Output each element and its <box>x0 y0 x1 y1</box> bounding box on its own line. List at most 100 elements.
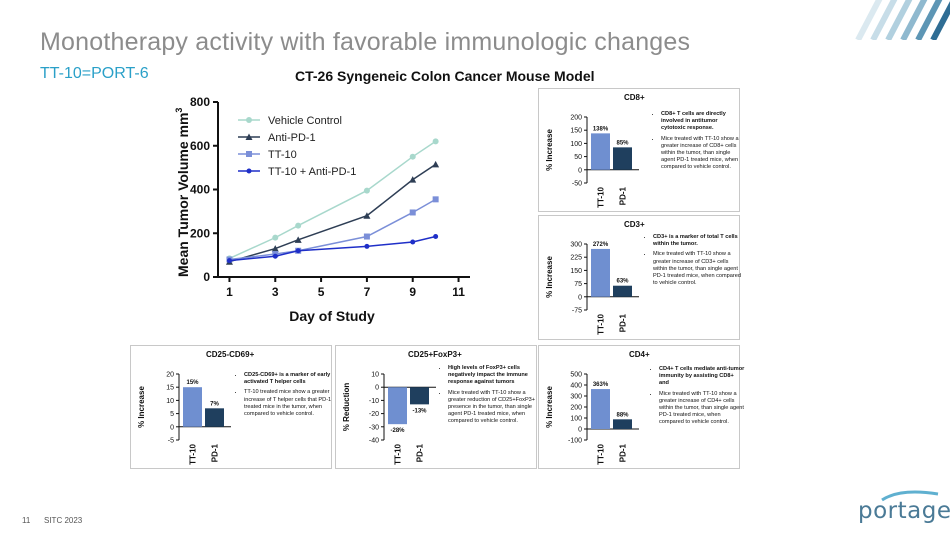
panel-title: CD3+ <box>624 220 645 229</box>
panel-title: CD4+ <box>629 350 650 359</box>
bar-tt-10 <box>591 248 610 297</box>
y-tick-label: 225 <box>570 255 582 262</box>
data-point <box>363 187 370 194</box>
data-point <box>432 138 439 145</box>
y-tick-label: 15 <box>166 385 174 392</box>
conference-label: SITC 2023 <box>44 516 83 525</box>
x-tick-label: TT-10 <box>597 313 606 334</box>
legend-label: TT-10 <box>268 149 297 161</box>
bar-pd-1 <box>613 285 632 297</box>
panel-title: CD25-CD69+ <box>206 350 255 359</box>
x-axis-label: Day of Study <box>289 308 375 324</box>
portage-logo: portage <box>858 498 950 524</box>
bar-pd-1 <box>613 147 632 170</box>
panel-title: CD25+FoxP3+ <box>408 350 462 359</box>
y-tick-label: -30 <box>369 424 379 431</box>
y-tick-label: 100 <box>570 416 582 423</box>
cd3-bar-chart: -75 0 75 150 225 300 272% TT-10 63% PD-1 % Increas… <box>545 242 639 335</box>
legend-label: Vehicle Control <box>268 115 342 127</box>
x-tick-label: 5 <box>318 285 325 299</box>
x-tick-label: 3 <box>272 285 279 299</box>
data-point <box>409 209 416 216</box>
y-tick-label: 400 <box>570 383 582 390</box>
cd8-bar-chart: -50 0 50 100 150 200 138% TT-10 85% PD-1 % Increas… <box>545 115 639 208</box>
y-axis-label: % Increase <box>545 129 554 171</box>
x-tick-label: PD-1 <box>211 443 220 462</box>
x-tick-label: TT-10 <box>394 443 403 464</box>
y-tick-label: -10 <box>369 398 379 405</box>
data-point <box>245 133 253 140</box>
series-line <box>229 198 437 261</box>
bar-pd-1 <box>410 387 429 405</box>
cd3-notes: CD3+ is a marker of total T cells within… <box>643 234 743 290</box>
note-item: CD25-CD69+ is a marker of early activate… <box>244 372 334 386</box>
foxp3-notes: High levels of FoxP3+ cells negatively i… <box>438 365 544 429</box>
series-line <box>229 235 436 262</box>
y-tick-label: 200 <box>570 115 582 122</box>
y-tick-label: -100 <box>568 438 582 445</box>
data-point <box>410 239 416 245</box>
cd3-panel: CD3+ -75 0 75 150 225 300 272% TT-10 63% PD-1 % In… <box>538 215 743 340</box>
note-item: High levels of FoxP3+ cells negatively i… <box>448 365 544 387</box>
cd25cd69-notes: CD25-CD69+ is a marker of early activate… <box>234 372 334 421</box>
y-tick-label: 500 <box>570 372 582 379</box>
y-tick-label: 150 <box>570 268 582 275</box>
data-label: 7% <box>210 401 219 407</box>
data-point <box>271 245 279 252</box>
data-point <box>432 160 440 168</box>
data-point <box>272 234 279 241</box>
y-tick-label: 10 <box>371 372 379 379</box>
data-point <box>409 153 416 160</box>
note-item: Mice treated with TT-10 show a greater i… <box>659 391 745 427</box>
y-tick-label: -5 <box>168 438 174 445</box>
data-label: 85% <box>616 140 629 146</box>
cd8-notes: CD8+ T cells are directly involved in an… <box>651 111 743 175</box>
data-point <box>363 233 370 240</box>
note-item: Mice treated with TT-10 show a greater i… <box>661 136 743 172</box>
data-label: 15% <box>186 380 199 386</box>
y-axis-label: % Increase <box>545 256 554 298</box>
y-tick-label: 300 <box>570 242 582 249</box>
bar-tt-10 <box>388 387 407 425</box>
y-tick-label: 0 <box>578 427 582 434</box>
y-tick-label: -20 <box>369 411 379 418</box>
x-tick-label: PD-1 <box>619 313 628 332</box>
cd25cd69-panel: CD25-CD69+ -5 0 5 10 15 20 15% TT-10 7% PD-1 % Inc… <box>130 345 332 469</box>
x-tick-label: TT-10 <box>597 186 606 207</box>
x-tick-label: 9 <box>409 285 416 299</box>
logo-wave-icon <box>881 490 939 502</box>
y-tick-label: 0 <box>203 270 210 284</box>
y-tick-label: 0 <box>170 424 174 431</box>
data-point <box>246 168 252 174</box>
y-axis-label: % Increase <box>545 386 554 428</box>
data-point <box>433 234 439 240</box>
main-chart-title: CT-26 Syngeneic Colon Cancer Mouse Model <box>295 68 595 84</box>
data-point <box>295 248 301 254</box>
data-label: 138% <box>593 126 609 132</box>
y-tick-label: 100 <box>570 141 582 148</box>
y-tick-label: 5 <box>170 411 174 418</box>
data-label: 88% <box>616 412 629 418</box>
data-point <box>226 258 232 264</box>
data-label: 272% <box>593 242 609 248</box>
tumor-volume-line-chart: Mean Tumor Volume mm3 0 200 400 600 800 1 3 5 7 9… <box>174 95 470 324</box>
legend-label: Anti-PD-1 <box>268 132 316 144</box>
bar-tt-10 <box>591 389 610 429</box>
y-tick-label: 75 <box>574 281 582 288</box>
cd4-panel: CD4+ -100 0 100 200 300 400 500 363% TT-10 88% PD-… <box>538 345 744 469</box>
note-item: TT-10 treated mice show a greater increa… <box>244 389 334 418</box>
bar-pd-1 <box>205 408 224 427</box>
y-tick-label: -50 <box>572 181 582 188</box>
data-label: -28% <box>390 428 405 434</box>
slide-title: Monotherapy activity with favorable immu… <box>40 28 691 56</box>
corner-stripes-decoration <box>855 0 950 40</box>
y-axis-label: % Reduction <box>342 383 351 432</box>
y-tick-label: 0 <box>375 385 379 392</box>
x-tick-label: PD-1 <box>619 186 628 205</box>
y-axis-label: % Increase <box>137 386 146 428</box>
series-tt-10 <box>226 196 439 263</box>
foxp3-bar-chart: -40 -30 -20 -10 0 10 -28% TT-10 -13% PD-1 % Reduct… <box>342 372 436 465</box>
y-tick-label: 200 <box>570 405 582 412</box>
y-tick-label: 400 <box>190 183 210 197</box>
data-label: 363% <box>593 382 609 388</box>
